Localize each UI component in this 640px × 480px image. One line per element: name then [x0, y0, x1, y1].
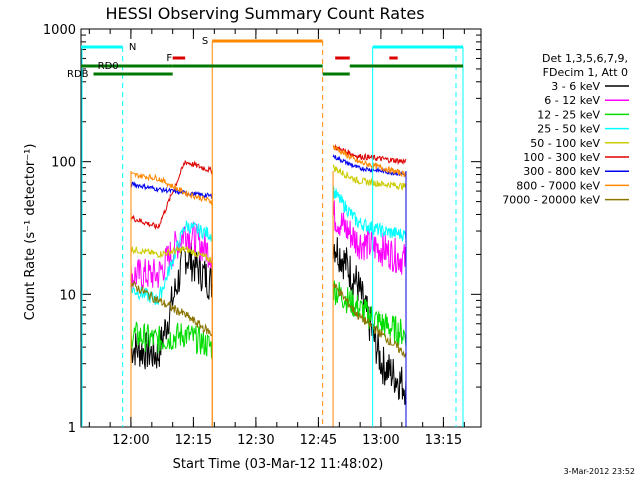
- series-line: [130, 222, 213, 292]
- y-axis-label: Count Rate (s⁻¹ detector⁻¹): [23, 144, 38, 321]
- series-line: [130, 245, 213, 264]
- series-line: [332, 186, 407, 242]
- legend-label: 7000 - 20000 keV: [502, 194, 600, 207]
- series-line: [332, 163, 407, 191]
- series-line: [332, 143, 407, 166]
- x-tick-label: 12:00: [112, 433, 149, 448]
- x-axis-ticks: 12:00 12:15 12:30 12:45 13:00 13:15: [88, 29, 465, 448]
- series-line: [332, 144, 407, 178]
- flag-label: S: [202, 36, 208, 47]
- series-line: [130, 181, 213, 199]
- legend-label: 800 - 7000 keV: [516, 179, 600, 192]
- y-tick-label: 1: [68, 421, 76, 436]
- flag-label: N: [129, 42, 136, 53]
- y-tick-label: 10: [59, 288, 76, 303]
- series-line: [332, 282, 407, 359]
- legend-label: 25 - 50 keV: [537, 123, 600, 136]
- flag-label: RD0: [98, 61, 119, 72]
- legend-label: 50 - 100 keV: [530, 137, 600, 150]
- legend-label: 12 - 25 keV: [537, 108, 600, 121]
- x-axis-label: Start Time (03-Mar-12 11:48:02): [173, 457, 384, 472]
- instrument-flag-bars: N F S RD0 RDB: [67, 36, 464, 427]
- flag-label: F: [166, 53, 172, 64]
- x-tick-label: 12:15: [175, 433, 212, 448]
- plot-area: [130, 143, 407, 427]
- series-line: [332, 200, 407, 275]
- series-line: [130, 321, 213, 359]
- x-tick-label: 13:00: [362, 433, 399, 448]
- y-axis-ticks: 1 10 100 1000: [43, 23, 481, 436]
- legend: Det 1,3,5,6,7,9,FDecim 1, Att 03 - 6 keV…: [502, 52, 629, 207]
- plot-frame: [80, 28, 482, 428]
- legend-label: 100 - 300 keV: [523, 151, 600, 164]
- timestamp: 3-Mar-2012 23:52: [564, 467, 635, 476]
- y-tick-label: 1000: [43, 23, 76, 38]
- series-line: [130, 280, 213, 337]
- series-line: [130, 220, 213, 305]
- series-line: [130, 159, 213, 230]
- legend-label: 3 - 6 keV: [551, 80, 600, 93]
- series-line: [130, 172, 213, 206]
- series-line: [332, 280, 407, 348]
- series-line: [332, 237, 407, 405]
- series-line: [332, 154, 407, 178]
- legend-header: FDecim 1, Att 0: [543, 66, 628, 79]
- x-tick-label: 12:45: [300, 433, 337, 448]
- y-tick-label: 100: [51, 156, 76, 171]
- flag-label: RDB: [67, 69, 89, 80]
- chart-title: HESSI Observing Summary Count Rates: [105, 4, 424, 23]
- legend-label: 300 - 800 keV: [523, 165, 600, 178]
- series-line: [130, 242, 213, 370]
- x-tick-label: 12:30: [237, 433, 274, 448]
- legend-header: Det 1,3,5,6,7,9,: [542, 52, 628, 65]
- legend-label: 6 - 12 keV: [544, 94, 600, 107]
- x-tick-label: 13:15: [425, 433, 462, 448]
